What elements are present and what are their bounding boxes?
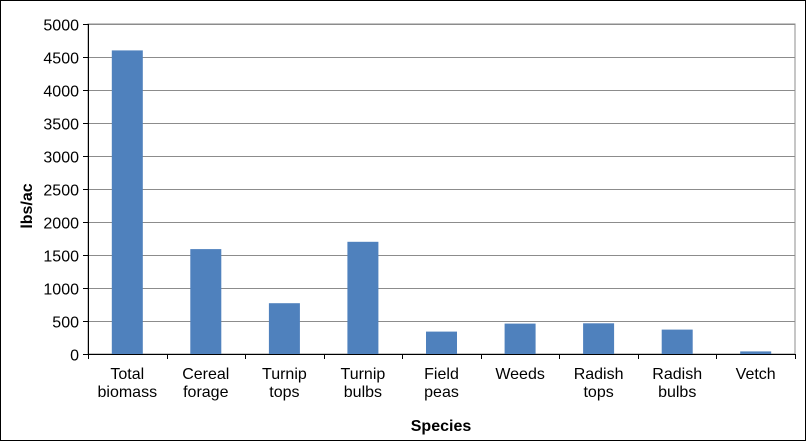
- y-tick-label: 4500: [43, 51, 79, 68]
- y-tick-label: 0: [70, 348, 79, 365]
- bar: [426, 331, 457, 354]
- x-tick-label-line: Field: [424, 366, 459, 383]
- bar: [111, 50, 143, 355]
- bar: [268, 303, 300, 354]
- x-tick-label: Total biomass: [98, 366, 158, 401]
- y-tick-label: 2000: [43, 216, 79, 233]
- x-tick-label-line: biomass: [98, 384, 158, 401]
- gridlines: [88, 24, 795, 322]
- x-tick-label-line: Vetch: [736, 366, 776, 383]
- axes: [83, 24, 796, 359]
- x-tick-label-line: Turnip: [341, 366, 386, 383]
- y-tick-label: 3500: [43, 117, 79, 134]
- x-tick-label-line: Radish: [652, 366, 702, 383]
- x-tick-label-line: tops: [269, 384, 299, 401]
- x-tick-label-line: Cereal: [182, 366, 229, 383]
- x-tick-label: Weeds: [495, 366, 545, 383]
- x-tick-label: Turnip tops: [262, 366, 307, 401]
- y-tick-label: 5000: [43, 18, 79, 35]
- x-tick-label-line: Turnip: [262, 366, 307, 383]
- x-tick-label-line: peas: [424, 384, 459, 401]
- x-tick-label-line: tops: [583, 384, 613, 401]
- y-tick-label: 3000: [43, 150, 79, 167]
- y-tick-label: 2500: [43, 183, 79, 200]
- bar: [190, 249, 222, 354]
- y-tick-label: 500: [52, 315, 79, 332]
- x-tick-label-line: Radish: [574, 366, 624, 383]
- y-tick-label: 1000: [43, 282, 79, 299]
- x-tick-label: Vetch: [736, 366, 776, 383]
- x-tick-label-line: bulbs: [344, 384, 382, 401]
- x-tick-label-line: forage: [183, 384, 228, 401]
- y-tick-label: 1500: [43, 249, 79, 266]
- y-axis-title: lbs/ac: [19, 183, 36, 228]
- x-tick-label-line: bulbs: [658, 384, 696, 401]
- bar: [583, 323, 615, 354]
- bar: [740, 351, 772, 354]
- y-tick-label: 4000: [43, 84, 79, 101]
- bar: [504, 323, 536, 354]
- x-tick-label: Cereal forage: [182, 366, 229, 401]
- bars: [111, 50, 772, 355]
- x-axis-title: Species: [411, 418, 472, 435]
- bar: [661, 329, 693, 354]
- x-tick-label: Radish tops: [574, 366, 624, 401]
- x-tick-label: Field peas: [424, 366, 459, 401]
- x-tick-label: Turnip bulbs: [341, 366, 386, 401]
- bar: [347, 241, 379, 354]
- x-tick-label-line: Total: [110, 366, 144, 383]
- y-tick-labels: 0 500 1000 1500 2000 2500 3000 3500 4000 4500 5000: [43, 18, 79, 365]
- x-tick-label-line: Weeds: [495, 366, 545, 383]
- x-tick-label: Radish bulbs: [652, 366, 702, 401]
